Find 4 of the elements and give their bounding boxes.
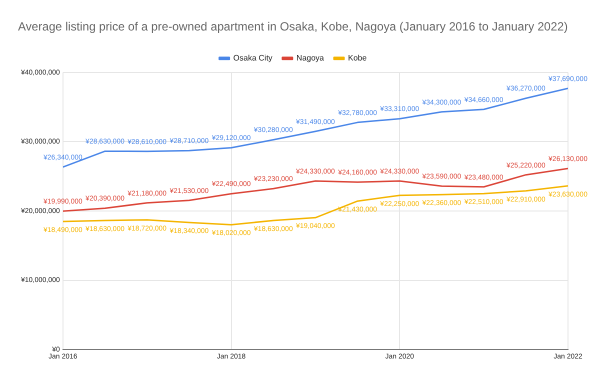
legend-label: Nagoya bbox=[296, 54, 325, 63]
chart-title: Average listing price of a pre-owned apartment in Osaka, Kobe, Nagoya (January 2016 to January 2022) bbox=[18, 19, 568, 34]
legend-label: Kobe bbox=[348, 54, 368, 63]
legend-label: Osaka City bbox=[233, 54, 272, 63]
